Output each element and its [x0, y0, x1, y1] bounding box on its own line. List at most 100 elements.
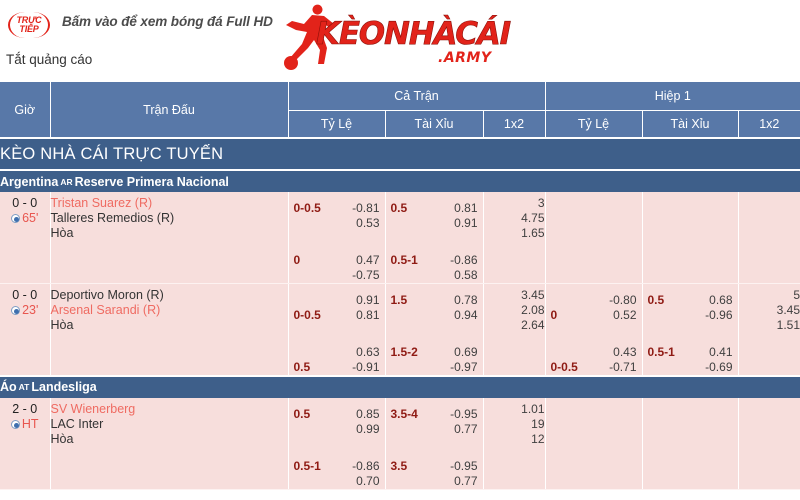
- odds-values: -0.80 0.52: [546, 293, 642, 323]
- match-score: 2 - 0: [12, 401, 38, 416]
- odds-values: 0.47 -0.75: [289, 253, 385, 283]
- table-row-alt[interactable]: 0.5 0.63 -0.91 1.5-2 0.69 -0.97 0-0.5 0.43 -0.71…: [0, 335, 800, 376]
- fulltime-handicap-cell[interactable]: 0-0.5 -0.81 0.53: [287, 192, 386, 244]
- site-logo[interactable]: KÈONHÀCÁI .ARMY: [268, 2, 533, 74]
- half-overunder-cell[interactable]: [641, 192, 739, 244]
- home-team[interactable]: SV Wienerberg: [50, 401, 136, 416]
- table-row[interactable]: 0 - 0 65' Tristan Suarez (R) Talleres Remed…: [0, 192, 800, 244]
- handicap-line: 0: [550, 308, 558, 322]
- alt-fulltime-1x2-cell[interactable]: [482, 244, 546, 284]
- match-teams-cell[interactable]: Tristan Suarez (R) Talleres Remedios (R) H…: [49, 192, 289, 244]
- odds-value: -0.71: [609, 359, 637, 374]
- home-team[interactable]: Tristan Suarez (R): [50, 196, 153, 210]
- odds-value: -0.95: [450, 406, 478, 421]
- empty-time-cell: [0, 244, 51, 284]
- odds-value: 1.01: [521, 401, 545, 416]
- alt-half-1x2-cell[interactable]: [737, 244, 800, 284]
- odds-values: 0.43 -0.71: [546, 345, 642, 375]
- league-header[interactable]: Argentina AR Reserve Primera Nacional: [0, 169, 800, 192]
- table-body: KÈO NHÀ CÁI TRỰC TUYẾN Argentina AR Reserve…: [0, 137, 800, 490]
- alt-half-handicap-cell[interactable]: [544, 449, 643, 490]
- alt-half-1x2-cell[interactable]: [737, 335, 800, 376]
- alt-half-overunder-cell[interactable]: [641, 449, 739, 490]
- odds-value: 0.78: [454, 293, 478, 307]
- odds-value: 12: [531, 431, 545, 446]
- odds-value: 0.81: [356, 308, 380, 322]
- table-row-alt[interactable]: 0 0.47 -0.75 0.5-1 -0.86 0.58: [0, 244, 800, 284]
- match-teams-cell[interactable]: Deportivo Moron (R) Arsenal Sarandi (R) Hò…: [49, 283, 289, 336]
- odds-value: 0.52: [613, 308, 637, 322]
- fulltime-1x2-cell[interactable]: 3.45 2.08 2.64: [482, 283, 546, 336]
- fulltime-1x2-cell[interactable]: 3 4.75 1.65: [482, 192, 546, 244]
- handicap-line: 0.5-1: [647, 344, 675, 359]
- match-time-cell: 2 - 0 HT: [0, 397, 51, 450]
- live-badge-line1: TRỰC: [16, 15, 42, 25]
- table-row-alt[interactable]: 0.5-1 -0.86 0.70 3.5 -0.95 0.77: [0, 449, 800, 490]
- odds-value: 3: [537, 196, 545, 210]
- half-overunder-cell[interactable]: [641, 397, 739, 450]
- odds-value: 0.77: [454, 421, 478, 436]
- alt-fulltime-overunder-cell[interactable]: 3.5 -0.95 0.77: [384, 449, 484, 490]
- empty-time-cell: [0, 335, 51, 376]
- league-country: Áo: [0, 380, 17, 394]
- live-badge-icon: TRỰC TIẾP: [8, 12, 50, 38]
- half-1x2-cell[interactable]: [737, 192, 800, 244]
- home-team[interactable]: Deportivo Moron (R): [50, 288, 164, 302]
- alt-fulltime-handicap-cell[interactable]: 0.5 0.63 -0.91: [287, 335, 386, 376]
- half-1x2-cell[interactable]: [737, 397, 800, 450]
- alt-fulltime-handicap-cell[interactable]: 0 0.47 -0.75: [287, 244, 386, 284]
- alt-half-handicap-cell[interactable]: 0-0.5 0.43 -0.71: [544, 335, 643, 376]
- ad-promo-text[interactable]: Bấm vào để xem bóng đá Full HD: [62, 14, 273, 29]
- odds-value: 1.65: [521, 226, 545, 240]
- match-score: 0 - 0: [12, 288, 38, 302]
- half-handicap-cell[interactable]: [544, 192, 643, 244]
- match-teams-cell[interactable]: SV Wienerberg LAC Inter Hòa: [49, 397, 289, 450]
- half-handicap-cell[interactable]: 0 -0.80 0.52: [544, 283, 643, 336]
- fulltime-handicap-cell[interactable]: 0.5 0.85 0.99: [287, 397, 386, 450]
- handicap-line: 0-0.5: [293, 308, 321, 322]
- odds-value: 0.85: [356, 406, 380, 421]
- col-header-fulltime-handicap: Tỷ Lệ: [287, 109, 386, 139]
- empty-teams-cell: [49, 335, 289, 376]
- half-overunder-cell[interactable]: 0.5 0.68 -0.96: [641, 283, 739, 336]
- fulltime-overunder-cell[interactable]: 3.5-4 -0.95 0.77: [384, 397, 484, 450]
- table-row[interactable]: 2 - 0 HT SV Wienerberg LAC Inter Hòa 0.5 0.85 0…: [0, 397, 800, 450]
- league-header[interactable]: Áo AT Landesliga: [0, 374, 800, 398]
- odds-value: -0.86: [450, 253, 478, 267]
- away-team[interactable]: Arsenal Sarandi (R): [50, 303, 161, 317]
- alt-half-overunder-cell[interactable]: 0.5-1 0.41 -0.69: [641, 335, 739, 376]
- odds-values: -0.86 0.70: [289, 459, 385, 489]
- odds-table: Giờ Trận Đấu Cả Trận Hiệp 1 Tỷ Lệ Tài Xỉ…: [0, 82, 800, 490]
- fulltime-handicap-cell[interactable]: 0-0.5 0.91 0.81: [287, 283, 386, 336]
- handicap-line: 0.5: [293, 406, 311, 421]
- alt-fulltime-handicap-cell[interactable]: 0.5-1 -0.86 0.70: [287, 449, 386, 490]
- football-player-icon: [284, 4, 334, 70]
- odds-value: 4.75: [521, 211, 545, 225]
- alt-half-1x2-cell[interactable]: [737, 449, 800, 490]
- alt-fulltime-overunder-cell[interactable]: 1.5-2 0.69 -0.97: [384, 335, 484, 376]
- alt-fulltime-overunder-cell[interactable]: 0.5-1 -0.86 0.58: [384, 244, 484, 284]
- close-ad-link[interactable]: Tắt quảng cáo: [6, 52, 93, 67]
- odds-value: 2.08: [521, 303, 545, 317]
- table-row[interactable]: 0 - 0 23' Deportivo Moron (R) Arsenal Saran…: [0, 283, 800, 336]
- alt-half-handicap-cell[interactable]: [544, 244, 643, 284]
- empty-teams-cell: [49, 244, 289, 284]
- away-team[interactable]: LAC Inter: [50, 416, 104, 431]
- col-header-half-handicap: Tỷ Lệ: [544, 109, 643, 139]
- odds-value: 0.69: [454, 344, 478, 359]
- alt-fulltime-1x2-cell[interactable]: [482, 335, 546, 376]
- alt-fulltime-1x2-cell[interactable]: [482, 449, 546, 490]
- fulltime-overunder-cell[interactable]: 0.5 0.81 0.91: [384, 192, 484, 244]
- odds-value: 0.43: [613, 344, 637, 359]
- half-1x2-cell[interactable]: 5 3.45 1.51: [737, 283, 800, 336]
- live-badge-line2: TIẾP: [19, 24, 39, 34]
- col-group-fulltime: Cả Trận: [287, 82, 546, 111]
- fulltime-overunder-cell[interactable]: 1.5 0.78 0.94: [384, 283, 484, 336]
- away-team[interactable]: Talleres Remedios (R): [50, 211, 175, 225]
- half-handicap-cell[interactable]: [544, 397, 643, 450]
- alt-half-overunder-cell[interactable]: [641, 244, 739, 284]
- handicap-line: 0.5: [647, 293, 665, 307]
- table-header: Giờ Trận Đấu Cả Trận Hiệp 1 Tỷ Lệ Tài Xỉ…: [0, 82, 800, 139]
- fulltime-1x2-cell[interactable]: 1.01 19 12: [482, 397, 546, 450]
- handicap-line: 0.5-1: [390, 253, 418, 267]
